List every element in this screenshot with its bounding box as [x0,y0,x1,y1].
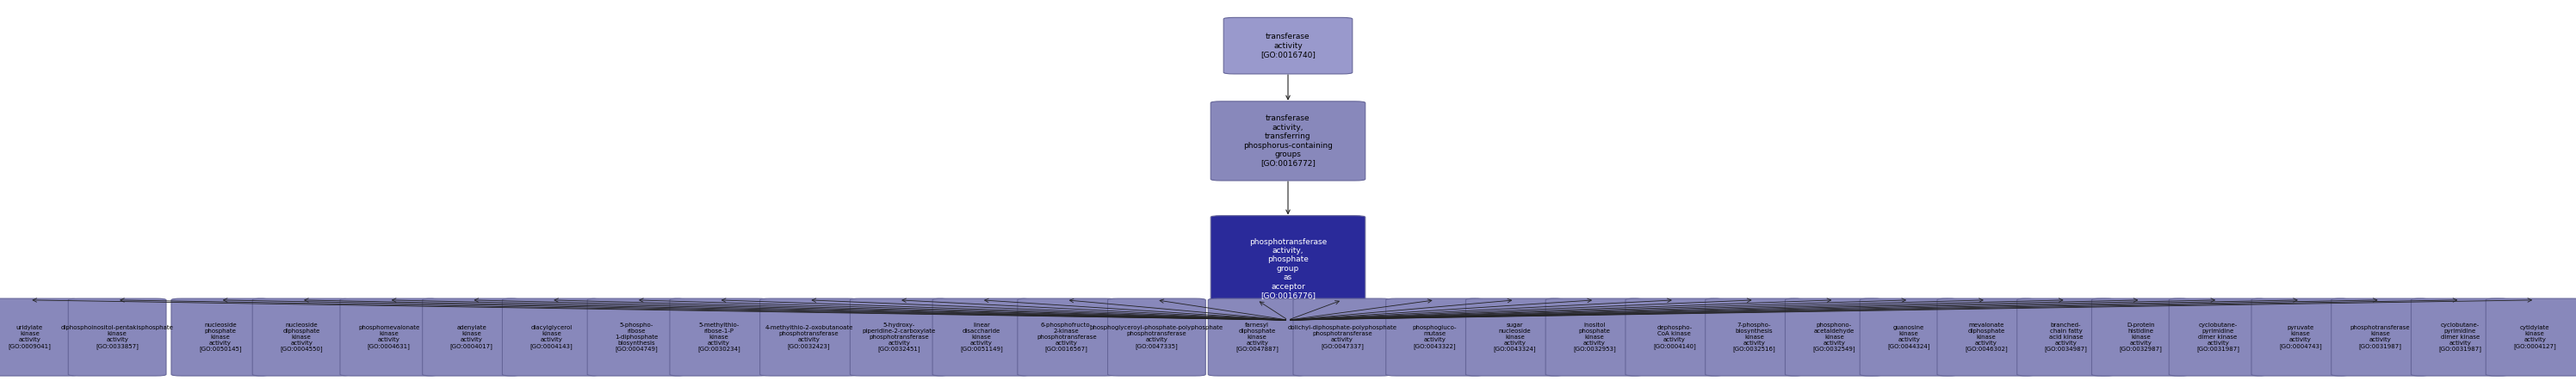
Text: cyclobutane-
pyrimidine
dimer kinase
activity
[GO:0031987]: cyclobutane- pyrimidine dimer kinase act… [2439,322,2481,352]
FancyBboxPatch shape [1018,299,1115,376]
FancyBboxPatch shape [2486,299,2576,376]
FancyBboxPatch shape [1625,299,1723,376]
Text: sugar
nucleoside
kinase
activity
[GO:0043324]: sugar nucleoside kinase activity [GO:004… [1494,322,1535,352]
FancyBboxPatch shape [252,299,350,376]
FancyBboxPatch shape [2331,299,2429,376]
Text: phosphotransferase
kinase
activity
[GO:0031987]: phosphotransferase kinase activity [GO:0… [2349,325,2411,349]
FancyBboxPatch shape [2411,299,2509,376]
FancyBboxPatch shape [1466,299,1564,376]
FancyBboxPatch shape [2017,299,2115,376]
Text: 6-phosphofructo-
2-kinase
phosphotransferase
activity
[GO:0016567]: 6-phosphofructo- 2-kinase phosphotransfe… [1036,322,1097,352]
Text: dephospho-
CoA kinase
activity
[GO:0004140]: dephospho- CoA kinase activity [GO:00041… [1654,325,1695,349]
Text: pyruvate
kinase
activity
[GO:0004743]: pyruvate kinase activity [GO:0004743] [2280,325,2321,349]
FancyBboxPatch shape [1705,299,1803,376]
Text: inositol
phosphate
kinase
activity
[GO:0032953]: inositol phosphate kinase activity [GO:0… [1574,322,1615,352]
FancyBboxPatch shape [1211,101,1365,181]
Text: 5-hydroxy-
piperidine-2-carboxylate
phosphotransferase
activity
[GO:0032451]: 5-hydroxy- piperidine-2-carboxylate phos… [863,322,935,352]
Text: nucleoside
phosphate
kinase
activity
[GO:0050145]: nucleoside phosphate kinase activity [GO… [198,322,242,352]
FancyBboxPatch shape [340,299,438,376]
FancyBboxPatch shape [1546,299,1643,376]
FancyBboxPatch shape [0,299,77,376]
Text: adenylate
kinase
activity
[GO:0004017]: adenylate kinase activity [GO:0004017] [451,325,492,349]
Text: 5-phospho-
ribose
1-diphosphate
biosynthesis
[GO:0004749]: 5-phospho- ribose 1-diphosphate biosynth… [616,322,657,352]
FancyBboxPatch shape [1208,299,1306,376]
FancyBboxPatch shape [760,299,858,376]
FancyBboxPatch shape [2251,299,2349,376]
FancyBboxPatch shape [170,299,270,376]
FancyBboxPatch shape [1211,216,1365,322]
FancyBboxPatch shape [1386,299,1484,376]
FancyBboxPatch shape [422,299,520,376]
Text: phosphotransferase
activity,
phosphate
group
as
acceptor
[GO:0016776]: phosphotransferase activity, phosphate g… [1249,238,1327,299]
Text: guanosine
kinase
activity
[GO:0044324]: guanosine kinase activity [GO:0044324] [1888,325,1929,349]
Text: phosphogluco-
mutase
activity
[GO:0043322]: phosphogluco- mutase activity [GO:004332… [1412,325,1458,349]
FancyBboxPatch shape [67,299,165,376]
FancyBboxPatch shape [850,299,948,376]
FancyBboxPatch shape [1937,299,2035,376]
FancyBboxPatch shape [1224,18,1352,74]
FancyBboxPatch shape [1293,299,1391,376]
FancyBboxPatch shape [502,299,600,376]
Text: transferase
activity
[GO:0016740]: transferase activity [GO:0016740] [1260,33,1316,59]
FancyBboxPatch shape [670,299,768,376]
Text: diacylglycerol
kinase
activity
[GO:0004143]: diacylglycerol kinase activity [GO:00041… [531,325,572,349]
FancyBboxPatch shape [1785,299,1883,376]
Text: mevalonate
diphosphate
kinase
activity
[GO:0046302]: mevalonate diphosphate kinase activity [… [1965,322,2007,352]
Text: dolichyl-diphosphate-polyphosphate
phosphotransferase
activity
[GO:0047337]: dolichyl-diphosphate-polyphosphate phosp… [1288,325,1396,349]
FancyBboxPatch shape [2092,299,2190,376]
Text: farnesyl
diphosphate
kinase
activity
[GO:0047887]: farnesyl diphosphate kinase activity [GO… [1236,322,1278,352]
Text: D-protein
histidine
kinase
activity
[GO:0032987]: D-protein histidine kinase activity [GO:… [2120,322,2161,352]
FancyBboxPatch shape [2169,299,2267,376]
Text: uridylate
kinase
activity
[GO:0009041]: uridylate kinase activity [GO:0009041] [8,325,52,349]
Text: linear
disaccharide
kinase
activity
[GO:0051149]: linear disaccharide kinase activity [GO:… [961,322,1002,352]
Text: branched-
chain fatty
acid kinase
activity
[GO:0034987]: branched- chain fatty acid kinase activi… [2045,322,2087,352]
Text: cytidylate
kinase
activity
[GO:0004127]: cytidylate kinase activity [GO:0004127] [2514,325,2555,349]
FancyBboxPatch shape [1108,299,1206,376]
Text: cyclobutane-
pyrimidine
dimer kinase
activity
[GO:0031987]: cyclobutane- pyrimidine dimer kinase act… [2197,322,2239,352]
Text: phosphomevalonate
kinase
activity
[GO:0004631]: phosphomevalonate kinase activity [GO:00… [358,325,420,349]
Text: 7-phospho-
biosynthesis
kinase
activity
[GO:0032516]: 7-phospho- biosynthesis kinase activity … [1734,322,1775,352]
Text: diphosphoinositol-pentakisphosphate
kinase
activity
[GO:0033857]: diphosphoinositol-pentakisphosphate kina… [62,325,173,349]
Text: 5-methylthio-
ribose-1-P
kinase
activity
[GO:0030234]: 5-methylthio- ribose-1-P kinase activity… [698,322,739,352]
Text: 4-methylthio-2-oxobutanoate
phosphotransferase
activity
[GO:0032423]: 4-methylthio-2-oxobutanoate phosphotrans… [765,325,853,349]
FancyBboxPatch shape [1860,299,1958,376]
FancyBboxPatch shape [587,299,685,376]
FancyBboxPatch shape [933,299,1030,376]
Text: nucleoside
diphosphate
kinase
activity
[GO:0004550]: nucleoside diphosphate kinase activity [… [281,322,322,352]
Text: transferase
activity,
transferring
phosphorus-containing
groups
[GO:0016772]: transferase activity, transferring phosp… [1244,115,1332,167]
Text: phosphono-
acetaldehyde
kinase
activity
[GO:0032549]: phosphono- acetaldehyde kinase activity … [1814,322,1855,352]
Text: phosphoglyceroyl-phosphate-polyphosphate
phosphotransferase
activity
[GO:0047335: phosphoglyceroyl-phosphate-polyphosphate… [1090,325,1224,349]
